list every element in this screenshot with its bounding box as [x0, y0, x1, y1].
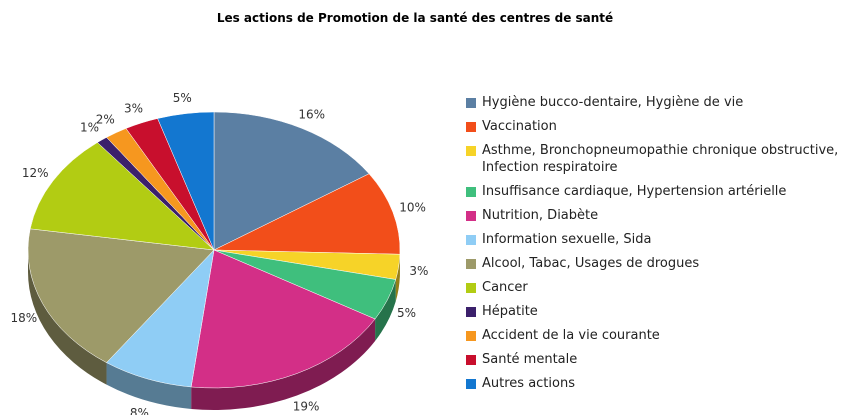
data-label: 1%	[80, 120, 99, 134]
data-label: 3%	[124, 101, 143, 115]
legend-swatch	[466, 146, 476, 156]
legend-swatch	[466, 211, 476, 221]
legend-item: Hépatite	[466, 303, 862, 320]
legend-label: Information sexuelle, Sida	[482, 232, 652, 247]
legend-swatch	[466, 379, 476, 389]
legend-item: Vaccination	[466, 118, 862, 135]
pie-slice	[29, 142, 215, 251]
legend-swatch	[466, 98, 476, 108]
data-label: 19%	[293, 399, 320, 413]
data-label: 12%	[22, 166, 49, 180]
pie-slice	[106, 249, 215, 388]
pie-slice	[27, 228, 215, 363]
data-label: 5%	[397, 306, 416, 320]
legend-label: Insuffisance cardiaque, Hypertension art…	[482, 184, 787, 199]
legend-label: Hépatite	[482, 304, 538, 319]
legend-label: Accident de la vie courante	[482, 328, 660, 343]
pie-slice	[213, 111, 370, 251]
pie-slice	[157, 111, 215, 251]
legend-item: Cancer	[466, 279, 862, 296]
legend-label: Cancer	[482, 280, 528, 295]
legend-swatch	[466, 122, 476, 132]
legend-label: Alcool, Tabac, Usages de drogues	[482, 256, 700, 271]
legend-item: Hygiène bucco-dentaire, Hygiène de vie	[466, 94, 862, 111]
data-label: 18%	[11, 311, 38, 325]
legend-swatch	[466, 331, 476, 341]
legend-item: Santé mentale	[466, 351, 862, 368]
pie-slice	[213, 173, 401, 255]
legend-swatch	[466, 355, 476, 365]
data-label: 3%	[409, 264, 428, 278]
legend: Hygiène bucco-dentaire, Hygiène de vie Va…	[466, 94, 862, 392]
legend-label: Vaccination	[482, 119, 557, 134]
data-label: 16%	[298, 108, 325, 122]
pie-side	[106, 362, 192, 409]
pie-side	[375, 279, 396, 341]
legend-swatch	[466, 307, 476, 317]
legend-item: Insuffisance cardiaque, Hypertension art…	[466, 183, 862, 200]
legend-label: Asthme, Bronchopneumopathie chronique ob…	[482, 143, 839, 175]
legend-item: Asthme, Bronchopneumopathie chronique ob…	[466, 142, 862, 176]
data-label: 8%	[130, 406, 149, 415]
legend-item: Accident de la vie courante	[466, 327, 862, 344]
legend-item: Nutrition, Diabète	[466, 207, 862, 224]
legend-swatch	[466, 283, 476, 293]
legend-swatch	[466, 235, 476, 245]
legend-swatch	[466, 187, 476, 197]
legend-label: Autres actions	[482, 376, 575, 391]
pie-slice	[190, 249, 376, 389]
data-label: 5%	[173, 91, 192, 105]
legend-label: Santé mentale	[482, 352, 578, 367]
legend-swatch	[466, 259, 476, 269]
legend-label: Nutrition, Diabète	[482, 208, 599, 223]
legend-item: Information sexuelle, Sida	[466, 231, 862, 248]
legend-item: Autres actions	[466, 375, 862, 392]
legend-item: Alcool, Tabac, Usages de drogues	[466, 255, 862, 272]
data-label: 2%	[96, 112, 115, 126]
data-label: 10%	[399, 201, 426, 215]
chart-title: Les actions de Promotion de la santé des…	[217, 11, 613, 25]
legend-label: Hygiène bucco-dentaire, Hygiène de vie	[482, 95, 744, 110]
